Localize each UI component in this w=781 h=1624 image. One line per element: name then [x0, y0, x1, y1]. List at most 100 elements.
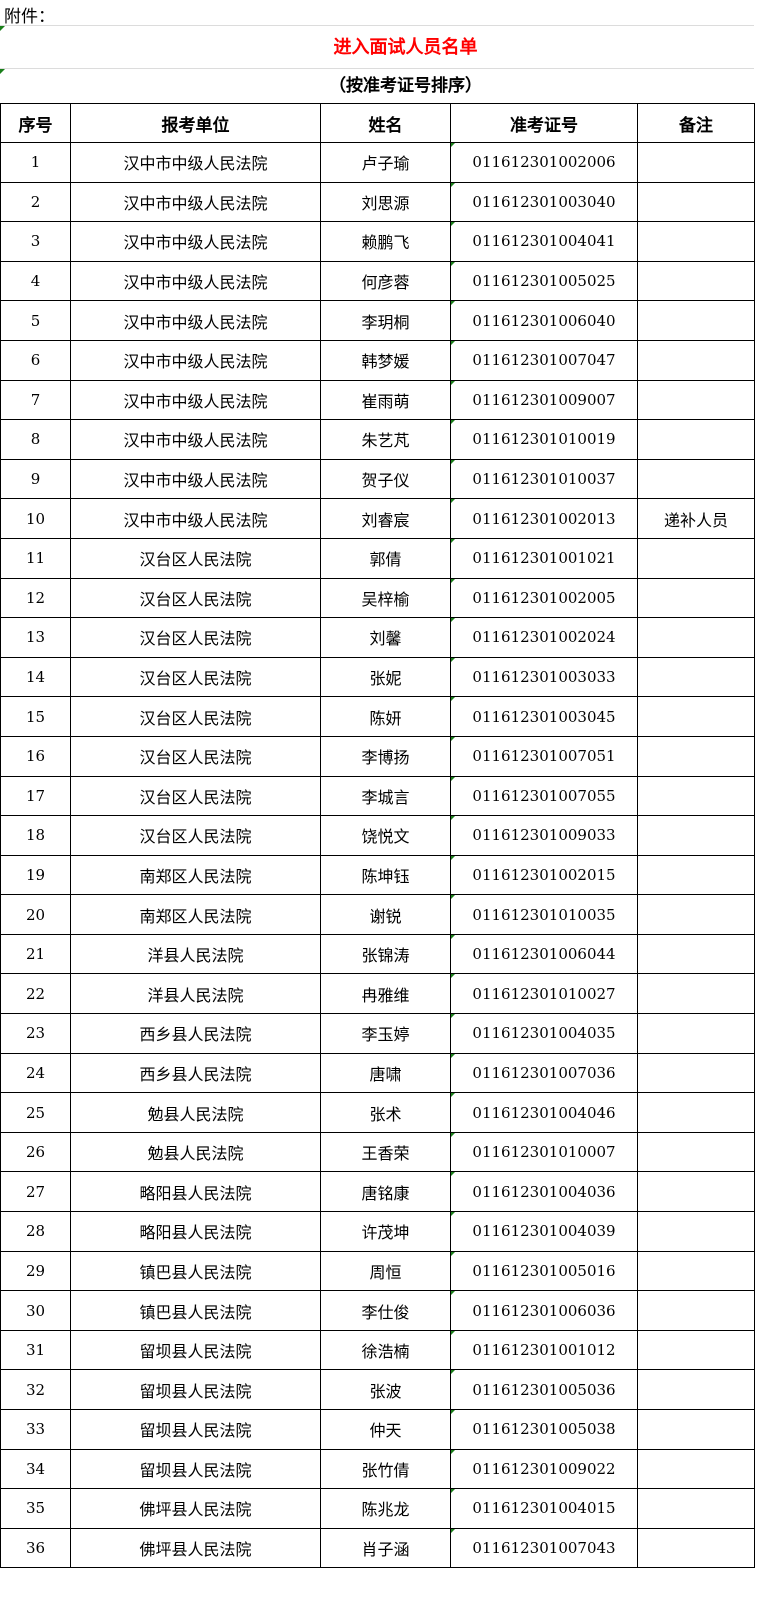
cell-remarks: 递补人员 — [637, 498, 755, 539]
cell-remarks — [637, 142, 755, 183]
cell-remarks — [637, 854, 755, 896]
cell-exam-id: 011612301009033 — [450, 815, 638, 856]
cell-name: 刘睿宸 — [320, 498, 451, 539]
cell-index: 32 — [0, 1369, 71, 1410]
cell-remarks — [637, 894, 755, 935]
header-unit: 报考单位 — [70, 103, 321, 143]
cell-exam-id: 011612301010007 — [450, 1131, 638, 1173]
table-row: 20 南郑区人民法院 谢锐 011612301010035 — [0, 894, 755, 935]
cell-exam-id: 011612301005025 — [450, 260, 638, 302]
cell-index: 17 — [0, 775, 71, 817]
cell-index: 16 — [0, 735, 71, 777]
table-row: 23 西乡县人民法院 李玉婷 011612301004035 — [0, 1013, 755, 1054]
cell-unit: 洋县人民法院 — [70, 973, 321, 1015]
cell-remarks — [637, 181, 755, 223]
cell-exam-id: 011612301007043 — [450, 1527, 638, 1569]
cell-name: 李玥桐 — [320, 300, 451, 341]
cell-index: 6 — [0, 339, 71, 381]
cell-index: 14 — [0, 656, 71, 698]
cell-remarks — [637, 1131, 755, 1173]
cell-name: 李玉婷 — [320, 1013, 451, 1054]
cell-remarks — [637, 735, 755, 777]
table-row: 7 汉中市中级人民法院 崔雨萌 011612301009007 — [0, 379, 755, 421]
cell-unit: 镇巴县人民法院 — [70, 1250, 321, 1292]
cell-unit: 汉台区人民法院 — [70, 815, 321, 856]
cell-exam-id: 011612301007051 — [450, 735, 638, 777]
cell-name: 谢锐 — [320, 894, 451, 935]
cell-name: 朱艺芃 — [320, 419, 451, 460]
cell-exam-id: 011612301002024 — [450, 617, 638, 658]
cell-name: 李城言 — [320, 775, 451, 817]
cell-exam-id: 011612301002006 — [450, 142, 638, 183]
cell-name: 张术 — [320, 1092, 451, 1133]
cell-remarks — [637, 1290, 755, 1331]
cell-exam-id: 011612301007047 — [450, 339, 638, 381]
cell-index: 13 — [0, 617, 71, 658]
cell-index: 11 — [0, 537, 71, 579]
cell-unit: 洋县人民法院 — [70, 933, 321, 975]
cell-exam-id: 011612301004015 — [450, 1488, 638, 1529]
cell-unit: 汉台区人民法院 — [70, 537, 321, 579]
cell-remarks — [637, 300, 755, 341]
cell-index: 2 — [0, 181, 71, 223]
table-row: 32 留坝县人民法院 张波 011612301005036 — [0, 1369, 755, 1410]
cell-index: 21 — [0, 933, 71, 975]
cell-remarks — [637, 1052, 755, 1094]
cell-unit: 南郑区人民法院 — [70, 894, 321, 935]
cell-unit: 汉中市中级人民法院 — [70, 339, 321, 381]
cell-remarks — [637, 973, 755, 1015]
cell-name: 周恒 — [320, 1250, 451, 1292]
header-name: 姓名 — [320, 103, 451, 143]
cell-index: 23 — [0, 1013, 71, 1054]
cell-unit: 镇巴县人民法院 — [70, 1290, 321, 1331]
cell-unit: 佛坪县人民法院 — [70, 1488, 321, 1529]
cell-unit: 留坝县人民法院 — [70, 1409, 321, 1450]
table-row: 33 留坝县人民法院 仲天 011612301005038 — [0, 1409, 755, 1450]
cell-name: 刘思源 — [320, 181, 451, 223]
cell-index: 7 — [0, 379, 71, 421]
cell-exam-id: 011612301004035 — [450, 1013, 638, 1054]
table-row: 17 汉台区人民法院 李城言 011612301007055 — [0, 775, 755, 817]
cell-remarks — [637, 696, 755, 737]
cell-name: 陈妍 — [320, 696, 451, 737]
cell-unit: 留坝县人民法院 — [70, 1329, 321, 1371]
cell-name: 张竹倩 — [320, 1448, 451, 1490]
cell-exam-id: 011612301009022 — [450, 1448, 638, 1490]
cell-unit: 汉中市中级人民法院 — [70, 419, 321, 460]
cell-unit: 佛坪县人民法院 — [70, 1527, 321, 1569]
table-row: 6 汉中市中级人民法院 韩梦媛 011612301007047 — [0, 339, 755, 381]
cell-index: 25 — [0, 1092, 71, 1133]
cell-unit: 汉台区人民法院 — [70, 577, 321, 619]
table-row: 16 汉台区人民法院 李博扬 011612301007051 — [0, 735, 755, 777]
cell-marker — [0, 26, 5, 31]
table-row: 11 汉台区人民法院 郭倩 011612301001021 — [0, 537, 755, 579]
table-row: 13 汉台区人民法院 刘馨 011612301002024 — [0, 617, 755, 658]
cell-unit: 汉中市中级人民法院 — [70, 142, 321, 183]
cell-index: 31 — [0, 1329, 71, 1371]
cell-index: 3 — [0, 221, 71, 262]
cell-remarks — [637, 1211, 755, 1252]
cell-name: 肖子涵 — [320, 1527, 451, 1569]
cell-name: 许茂坤 — [320, 1211, 451, 1252]
table-row: 28 略阳县人民法院 许茂坤 011612301004039 — [0, 1211, 755, 1252]
cell-exam-id: 011612301006036 — [450, 1290, 638, 1331]
cell-exam-id: 011612301002013 — [450, 498, 638, 539]
cell-unit: 西乡县人民法院 — [70, 1013, 321, 1054]
cell-unit: 勉县人民法院 — [70, 1092, 321, 1133]
cell-exam-id: 011612301005016 — [450, 1250, 638, 1292]
cell-name: 李博扬 — [320, 735, 451, 777]
cell-remarks — [637, 379, 755, 421]
cell-unit: 汉台区人民法院 — [70, 735, 321, 777]
cell-index: 22 — [0, 973, 71, 1015]
divider — [0, 25, 754, 26]
cell-exam-id: 011612301002005 — [450, 577, 638, 619]
cell-index: 18 — [0, 815, 71, 856]
table-row: 30 镇巴县人民法院 李仕俊 011612301006036 — [0, 1290, 755, 1331]
cell-name: 仲天 — [320, 1409, 451, 1450]
table-row: 1 汉中市中级人民法院 卢子瑜 011612301002006 — [0, 142, 755, 183]
cell-exam-id: 011612301003040 — [450, 181, 638, 223]
cell-unit: 勉县人民法院 — [70, 1131, 321, 1173]
cell-index: 1 — [0, 142, 71, 183]
cell-remarks — [637, 933, 755, 975]
cell-remarks — [637, 1488, 755, 1529]
